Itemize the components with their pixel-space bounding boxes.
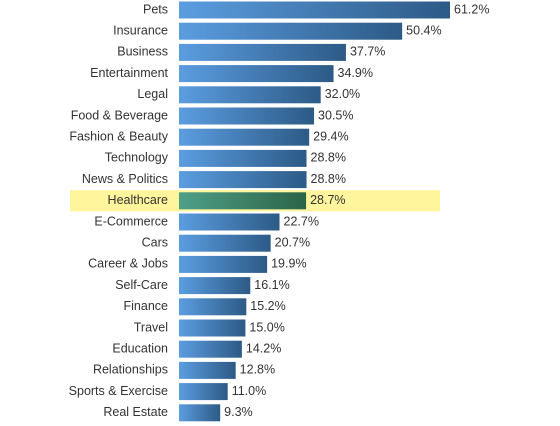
category-label: Legal — [137, 87, 168, 101]
bar — [179, 383, 228, 401]
bar — [179, 298, 247, 316]
bar — [179, 213, 280, 231]
value-label: 16.1% — [254, 278, 289, 292]
category-label: Entertainment — [90, 66, 168, 80]
category-label: Insurance — [113, 23, 168, 37]
bar — [179, 192, 307, 210]
value-label: 28.7% — [310, 193, 345, 207]
category-label: Cars — [142, 235, 168, 249]
value-label: 15.0% — [249, 320, 284, 334]
value-label: 11.0% — [232, 384, 267, 398]
value-label: 61.2% — [454, 2, 489, 16]
value-label: 28.8% — [311, 151, 346, 165]
bar — [179, 86, 321, 104]
bar — [179, 361, 236, 379]
category-label: Self-Care — [115, 278, 168, 292]
value-label: 22.7% — [284, 214, 319, 228]
category-label: Fashion & Beauty — [69, 129, 168, 143]
value-label: 34.9% — [338, 66, 373, 80]
value-label: 15.2% — [250, 299, 285, 313]
bar — [179, 22, 403, 40]
value-label: 29.4% — [313, 129, 348, 143]
category-label: E-Commerce — [94, 214, 168, 228]
category-label: Finance — [124, 299, 169, 313]
value-label: 12.8% — [240, 363, 275, 377]
value-label: 30.5% — [318, 108, 353, 122]
bar — [179, 107, 315, 125]
category-label: Sports & Exercise — [69, 384, 168, 398]
bar — [179, 255, 268, 273]
category-label: Food & Beverage — [71, 108, 168, 122]
category-label: Business — [117, 45, 168, 59]
bar — [179, 234, 271, 252]
bar — [179, 171, 307, 189]
bar — [179, 128, 310, 146]
category-label: Pets — [143, 2, 168, 16]
category-label: Relationships — [93, 363, 168, 377]
value-label: 14.2% — [246, 341, 281, 355]
category-label: Travel — [134, 320, 168, 334]
category-label: Healthcare — [108, 193, 168, 207]
value-label: 28.8% — [311, 172, 346, 186]
bar — [179, 1, 450, 19]
bar — [179, 319, 246, 337]
value-label: 37.7% — [350, 45, 385, 59]
bar — [179, 149, 307, 167]
bar — [179, 65, 334, 83]
category-label: Technology — [105, 151, 169, 165]
category-label: Career & Jobs — [88, 257, 168, 271]
value-label: 20.7% — [275, 235, 310, 249]
bar — [179, 277, 251, 295]
category-label: News & Politics — [82, 172, 168, 186]
category-label: Real Estate — [103, 405, 168, 419]
value-label: 32.0% — [325, 87, 360, 101]
value-label: 50.4% — [406, 23, 441, 37]
bar — [179, 43, 346, 61]
category-label: Education — [112, 341, 168, 355]
bar — [179, 340, 242, 358]
value-label: 19.9% — [271, 257, 306, 271]
bar — [179, 404, 221, 422]
value-label: 9.3% — [224, 405, 253, 419]
